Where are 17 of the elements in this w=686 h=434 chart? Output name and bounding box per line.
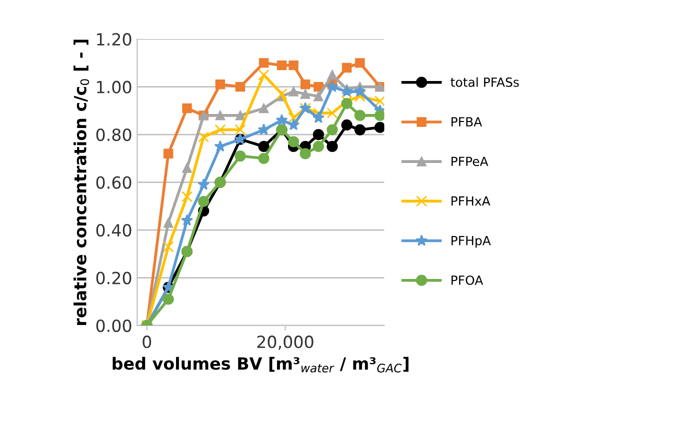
y-tick-label: 0.00: [96, 319, 132, 332]
x-tick-label: 0: [142, 336, 152, 348]
legend-label: PFPeA: [452, 156, 488, 166]
legend-label: PFOA: [452, 275, 484, 285]
x-axis-title: bed volumes BV [m³$_{water}$ / m³$_{GAC}$]: [112, 356, 408, 372]
y-tick-label: 0.20: [96, 272, 132, 284]
y-tick-label: 1.20: [97, 33, 132, 46]
legend-label: PFBA: [452, 117, 482, 126]
legend-label: PFHxA: [452, 196, 490, 206]
y-tick-label: 0.60: [96, 176, 132, 189]
y-tick-label: 0.80: [96, 128, 132, 142]
y-axis-title: relative concentration c/c$_{0}$ [ - ]: [74, 40, 90, 325]
legend-label: total PFASs: [450, 77, 519, 87]
y-tick-label: 0.40: [96, 224, 132, 237]
x-tick-label: 20,000: [257, 336, 314, 350]
legend-label: PFHpA: [452, 236, 491, 248]
y-tick-label: 1.00: [97, 80, 132, 94]
